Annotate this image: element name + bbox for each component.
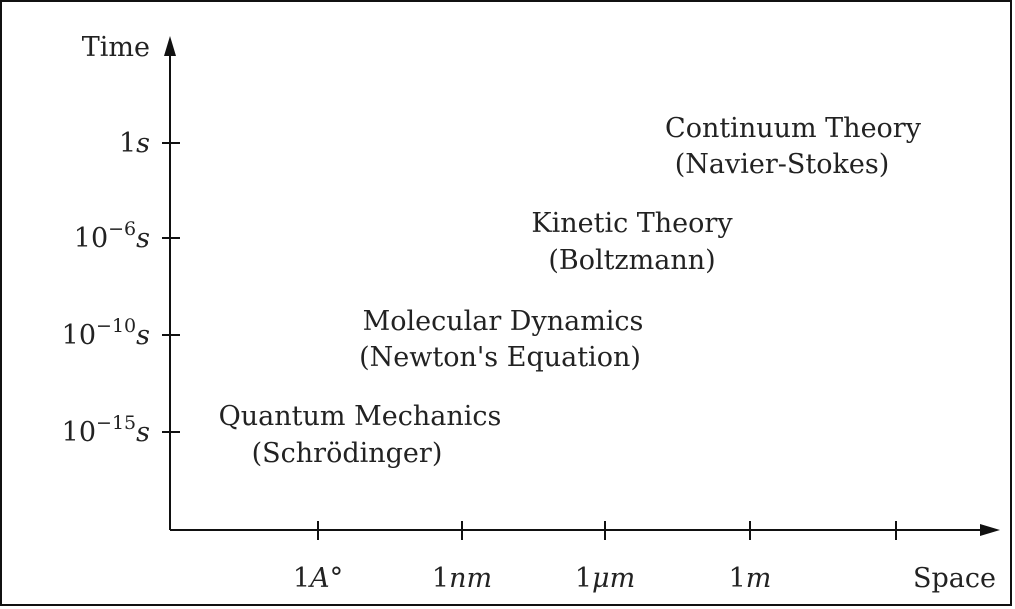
- tick-base: 1: [432, 563, 449, 594]
- tick-base: 10: [62, 417, 96, 448]
- tick-label: 10−10s: [62, 315, 150, 351]
- x-axis-label: Space: [913, 563, 996, 594]
- tick-unit: m: [746, 563, 772, 594]
- tick-unit: s: [136, 223, 150, 254]
- tick-base: 10: [74, 223, 108, 254]
- tick-base: 1: [575, 563, 592, 594]
- region-detail: (Newton's Equation): [359, 342, 641, 373]
- tick-unit: s: [136, 417, 150, 448]
- y-arrow: [164, 36, 176, 56]
- tick-label: 1nm: [432, 563, 492, 594]
- tick-unit: s: [136, 320, 150, 351]
- tick-label: 1m: [729, 563, 772, 594]
- tick-label: 1A°: [293, 563, 343, 594]
- tick-exponent: −6: [108, 218, 136, 240]
- tick-label: 10−15s: [62, 412, 150, 448]
- region-name: Quantum Mechanics: [219, 401, 502, 432]
- region-name: Kinetic Theory: [531, 208, 733, 239]
- region-name: Molecular Dynamics: [363, 306, 644, 337]
- y-axis-label: Time: [82, 32, 150, 63]
- region-detail: (Schrödinger): [252, 438, 443, 469]
- tick-exponent: −10: [96, 315, 136, 337]
- tick-exponent: −15: [96, 412, 136, 434]
- tick-unit: μm: [592, 563, 635, 594]
- tick-unit: nm: [449, 563, 492, 594]
- tick-label: 10−6s: [74, 218, 150, 254]
- tick-unit: A°: [307, 563, 343, 594]
- tick-unit: s: [136, 128, 150, 159]
- region-name: Continuum Theory: [665, 113, 922, 144]
- tick-label: 1μm: [575, 563, 635, 594]
- tick-label: 1s: [119, 128, 150, 159]
- tick-base: 1: [293, 563, 310, 594]
- tick-base: 1: [119, 128, 136, 159]
- tick-base: 10: [62, 320, 96, 351]
- region-detail: (Navier-Stokes): [675, 149, 889, 180]
- region-detail: (Boltzmann): [548, 245, 715, 276]
- tick-base: 1: [729, 563, 746, 594]
- x-arrow: [980, 524, 1000, 536]
